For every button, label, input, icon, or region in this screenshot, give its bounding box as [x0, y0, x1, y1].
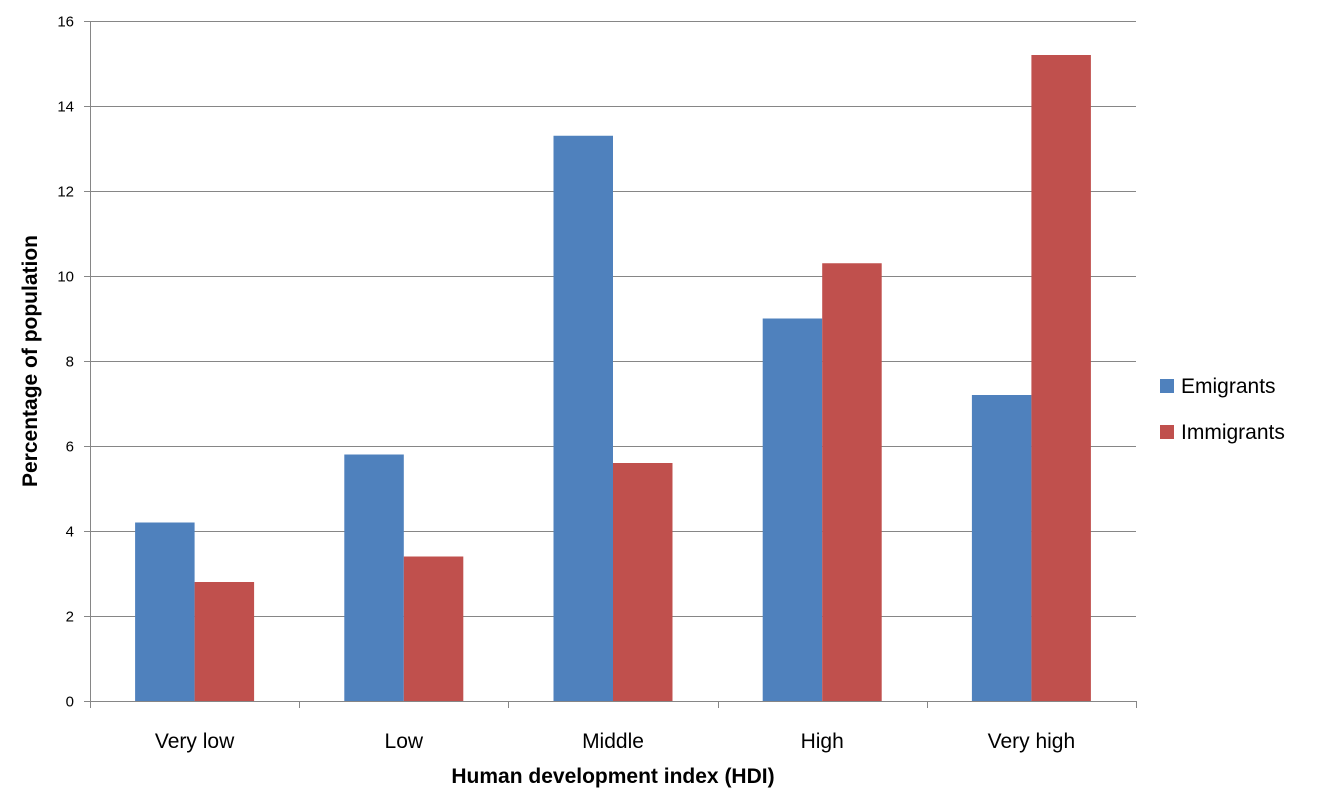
y-tick-label: 2 — [66, 609, 74, 626]
legend-label-emigrants: Emigrants — [1181, 375, 1276, 398]
bar-emigrants-very-low — [135, 522, 195, 701]
x-tick-label: Very low — [155, 730, 235, 753]
legend-swatch-immigrants — [1160, 425, 1174, 439]
tick-labels: 0 2 4 6 8 10 12 14 16 Very low Low Middle High Very h… — [57, 14, 1075, 754]
x-axis-title: Human development index (HDI) — [451, 765, 774, 788]
y-axis-title: Percentage of population — [19, 235, 42, 487]
bar-emigrants-very-high — [971, 395, 1032, 701]
y-tick-label: 6 — [66, 439, 74, 456]
legend-label-immigrants: Immigrants — [1181, 421, 1285, 444]
x-tick-label: Very high — [988, 730, 1076, 753]
y-tick-label: 10 — [57, 269, 74, 286]
bar-immigrants-middle — [613, 463, 673, 701]
x-tick-label: High — [801, 730, 844, 753]
legend-swatch-emigrants — [1160, 379, 1174, 393]
bar-immigrants-very-high — [1031, 55, 1091, 701]
y-tick-label: 0 — [66, 694, 74, 711]
bars — [135, 55, 1091, 701]
y-tick-label: 8 — [66, 354, 74, 371]
y-tick-label: 12 — [57, 184, 74, 201]
x-tick-label: Middle — [582, 730, 644, 753]
axes — [84, 21, 1137, 708]
bar-immigrants-very-low — [194, 582, 255, 701]
bar-immigrants-high — [822, 263, 882, 701]
y-tick-label: 4 — [66, 524, 74, 541]
bar-emigrants-low — [344, 454, 404, 701]
bar-emigrants-middle — [553, 135, 613, 701]
y-tick-label: 16 — [57, 14, 74, 31]
y-tick-label: 14 — [57, 99, 74, 116]
legend: Emigrants Immigrants — [1160, 375, 1285, 444]
bar-immigrants-low — [403, 556, 464, 701]
bar-emigrants-high — [762, 318, 823, 701]
x-tick-label: Low — [385, 730, 424, 753]
